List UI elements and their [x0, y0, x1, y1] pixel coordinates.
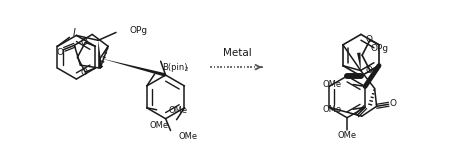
Polygon shape: [98, 40, 102, 68]
Text: OMe: OMe: [179, 132, 198, 141]
Text: OMe: OMe: [169, 106, 188, 115]
Text: O: O: [81, 68, 88, 77]
Text: B(pin): B(pin): [163, 63, 188, 72]
Text: O: O: [365, 35, 373, 44]
Polygon shape: [100, 58, 166, 77]
Text: Metal: Metal: [223, 48, 252, 58]
Text: $_2$: $_2$: [184, 65, 190, 74]
Text: OMe: OMe: [149, 121, 169, 130]
Text: O: O: [81, 38, 88, 47]
Text: OPg: OPg: [130, 26, 148, 35]
Text: O: O: [390, 99, 397, 108]
Text: OPg: OPg: [371, 44, 389, 53]
Text: OMe: OMe: [322, 105, 341, 114]
Text: OMe: OMe: [337, 131, 356, 140]
Polygon shape: [357, 53, 361, 71]
Text: O: O: [365, 66, 373, 75]
Text: I: I: [73, 28, 76, 38]
Text: O: O: [56, 48, 63, 57]
Text: OMe: OMe: [322, 80, 341, 89]
